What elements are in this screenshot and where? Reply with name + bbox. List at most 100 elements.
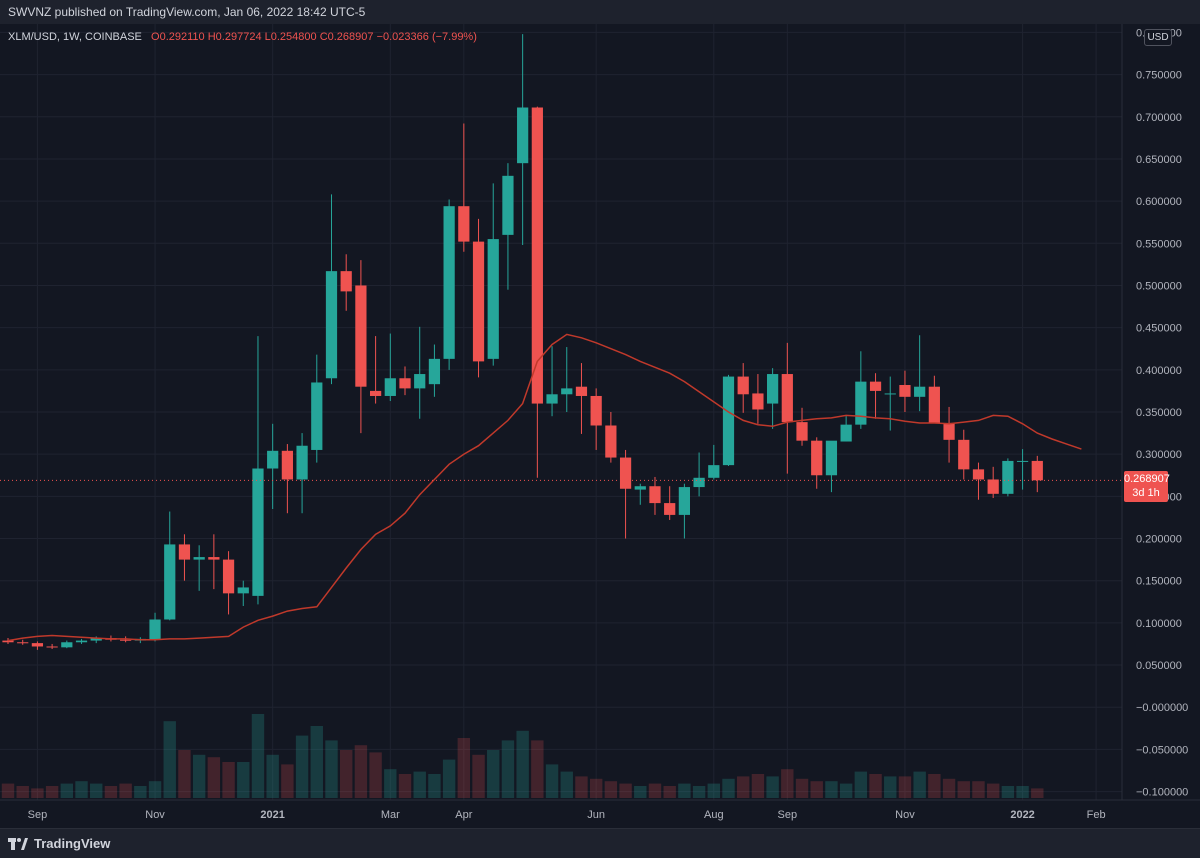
tradingview-icon xyxy=(8,837,28,850)
candle-body xyxy=(987,479,999,494)
volume-bar xyxy=(281,764,294,798)
volume-bar xyxy=(148,781,162,798)
volume-bar xyxy=(942,778,956,798)
symbol-label[interactable]: XLM/USD, 1W, COINBASE xyxy=(8,31,142,43)
volume-bar xyxy=(913,771,926,798)
volume-bar xyxy=(707,783,720,798)
x-tick-label: Nov xyxy=(145,809,165,821)
candle-body xyxy=(399,378,411,389)
x-tick-label: Sep xyxy=(778,809,798,821)
y-tick-label: 0.300000 xyxy=(1136,449,1182,461)
tradingview-logo[interactable]: TradingView xyxy=(8,836,110,851)
candle-body xyxy=(428,358,441,385)
volume-bar xyxy=(1016,786,1029,798)
volume-bar xyxy=(207,757,221,798)
volume-bar xyxy=(928,774,941,798)
volume-bar xyxy=(45,786,59,798)
x-tick-label: Mar xyxy=(381,809,400,821)
candle-body xyxy=(31,643,44,647)
volume-bar xyxy=(516,730,529,798)
y-tick-label: −0.100000 xyxy=(1136,787,1188,799)
candle-body xyxy=(1016,460,1029,462)
candle-body xyxy=(899,385,911,397)
volume-bar xyxy=(266,754,279,798)
candle-body xyxy=(46,646,58,648)
volume-bar xyxy=(1001,786,1015,798)
candle-body xyxy=(693,477,705,488)
high-value: H0.297724 xyxy=(207,31,262,43)
volume-bar xyxy=(295,735,309,798)
volume-bar xyxy=(795,778,809,798)
candle-body xyxy=(2,640,14,643)
candle-body xyxy=(634,486,646,490)
candle-body xyxy=(252,468,264,596)
x-tick-label: 2021 xyxy=(260,809,284,821)
candle-body xyxy=(325,271,338,379)
candle-body xyxy=(958,439,970,470)
candle-body xyxy=(619,457,632,489)
y-tick-label: 0.450000 xyxy=(1136,323,1182,335)
candle-body xyxy=(369,390,382,396)
volume-bar xyxy=(957,781,970,798)
candle-body xyxy=(120,639,132,641)
candle-body xyxy=(678,487,690,515)
y-tick-label: 0.550000 xyxy=(1136,238,1182,250)
y-tick-label: 0.700000 xyxy=(1136,112,1182,124)
candle-body xyxy=(222,559,235,594)
y-tick-label: 0.050000 xyxy=(1136,660,1182,672)
candle-body xyxy=(928,386,940,423)
volume-bar xyxy=(545,764,559,798)
candle-body xyxy=(296,445,308,480)
volume-bar xyxy=(825,781,838,798)
y-tick-label: 0.600000 xyxy=(1136,196,1182,208)
countdown-value: 3d 1h xyxy=(1132,487,1160,500)
ohlc-legend: XLM/USD, 1W, COINBASE O0.292110 H0.29772… xyxy=(8,31,477,43)
candle-body xyxy=(267,450,279,469)
candle-body xyxy=(708,465,720,478)
chart-background xyxy=(0,24,1200,828)
y-tick-label: 0.150000 xyxy=(1136,576,1182,588)
candle-body xyxy=(664,503,676,515)
candle-body xyxy=(384,378,396,396)
candle-body xyxy=(61,642,73,648)
candle-body xyxy=(90,638,102,641)
volume-bar xyxy=(119,783,132,798)
volume-bar xyxy=(634,786,647,798)
volume-bar xyxy=(648,783,662,798)
volume-bar xyxy=(737,776,750,798)
footer-bar: TradingView xyxy=(0,828,1200,858)
volume-bar xyxy=(531,740,544,798)
currency-badge[interactable]: USD xyxy=(1144,29,1172,46)
candle-body xyxy=(1031,460,1043,481)
y-tick-label: −0.050000 xyxy=(1136,744,1188,756)
candle-body xyxy=(237,587,249,594)
volume-bar xyxy=(310,726,323,798)
candle-body xyxy=(767,374,779,404)
volume-bar xyxy=(884,776,897,798)
candle-body xyxy=(649,486,661,504)
price-chart[interactable]: 0.8000000.7500000.7000000.6500000.600000… xyxy=(0,24,1200,828)
candle-body xyxy=(869,381,882,391)
candle-body xyxy=(855,381,867,425)
volume-bar xyxy=(560,771,573,798)
volume-bar xyxy=(1031,788,1044,798)
x-tick-label: Nov xyxy=(895,809,915,821)
candle-body xyxy=(561,388,573,395)
volume-bar xyxy=(369,752,382,798)
volume-bar xyxy=(222,762,235,798)
candle-body xyxy=(825,440,838,476)
y-tick-label: 0.400000 xyxy=(1136,365,1182,377)
candle-body xyxy=(17,642,29,644)
candle-body xyxy=(943,422,955,440)
last-price-value: 0.268907 xyxy=(1124,473,1170,486)
volume-bar xyxy=(442,759,456,798)
x-tick-label: Feb xyxy=(1087,809,1106,821)
low-value: L0.254800 xyxy=(264,31,317,43)
volume-bar xyxy=(604,781,618,798)
volume-bar xyxy=(619,783,632,798)
candle-body xyxy=(914,386,926,397)
candle-body xyxy=(208,557,220,560)
volume-bar xyxy=(31,788,44,798)
y-tick-label: −0.000000 xyxy=(1136,702,1188,714)
y-tick-label: 0.750000 xyxy=(1136,70,1182,82)
